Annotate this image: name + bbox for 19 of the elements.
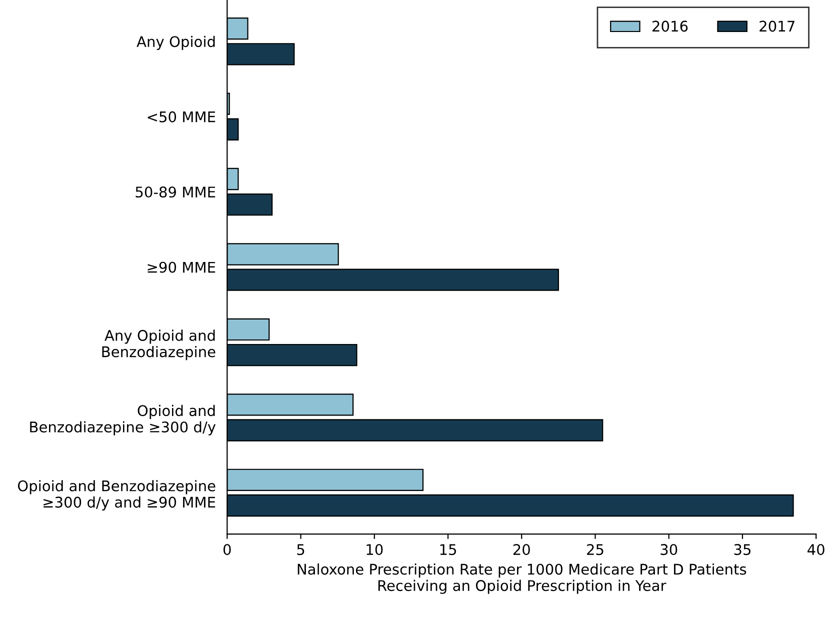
x-tick-label: 30 [660,544,678,556]
x-tick-label: 20 [513,544,530,556]
y-tick-label: ≥90 MME [148,262,216,273]
x-axis-title: Naloxone Prescription Rate per 1000 Medicare Part D Patients Receiving an Opioid Prescription in Year [298,563,746,594]
x-tick-label: 10 [366,544,383,556]
y-tick-label: <50 MME [148,111,216,122]
y-tick-label: Any Opioid and Benzodiazepine [102,330,216,360]
y-tick-label: Any Opioid [136,36,215,50]
legend-label: 2017 [760,20,794,32]
x-tick-label: 40 [808,544,824,556]
y-tick-label: 50-89 MME [136,186,216,198]
y-tick-label: Opioid and Benzodiazepine ≥300 d/y [30,404,216,436]
x-tick-label: 35 [734,544,750,556]
x-tick-label: 15 [440,544,456,556]
x-tick-label: 25 [587,544,604,556]
x-tick-label: 5 [297,544,304,556]
x-tick-label: 0 [223,544,231,556]
y-tick-label: Opioid and Benzodiazepine ≥300 d/y and ≥90 MME [18,480,216,511]
legend-label: 2016 [652,20,688,32]
